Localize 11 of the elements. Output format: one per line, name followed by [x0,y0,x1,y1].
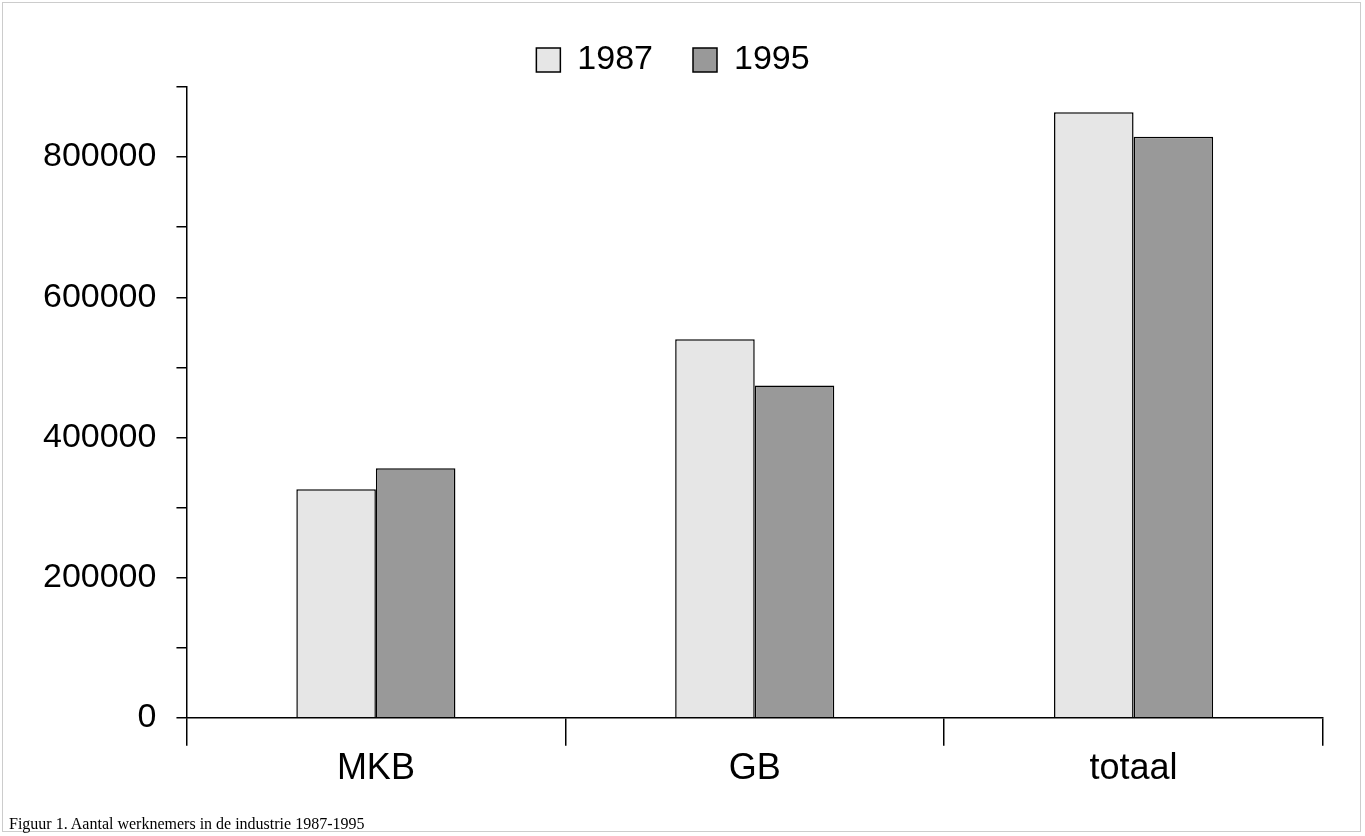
x-tick-label: GB [728,746,781,788]
legend-label: 1995 [734,38,810,77]
y-tick-label: 600000 [42,275,157,314]
x-tick-label: MKB [336,746,415,788]
x-tick-label: totaal [1089,746,1178,788]
y-tick-label: 800000 [42,135,157,174]
legend-label: 1987 [577,38,653,77]
y-tick-label: 200000 [42,556,157,594]
text: Figuur 1. Aantal werknemers in de industrie 1987-1995 [9,815,365,833]
y-tick-label: 0 [137,696,157,735]
y-tick-label: 400000 [42,415,157,454]
